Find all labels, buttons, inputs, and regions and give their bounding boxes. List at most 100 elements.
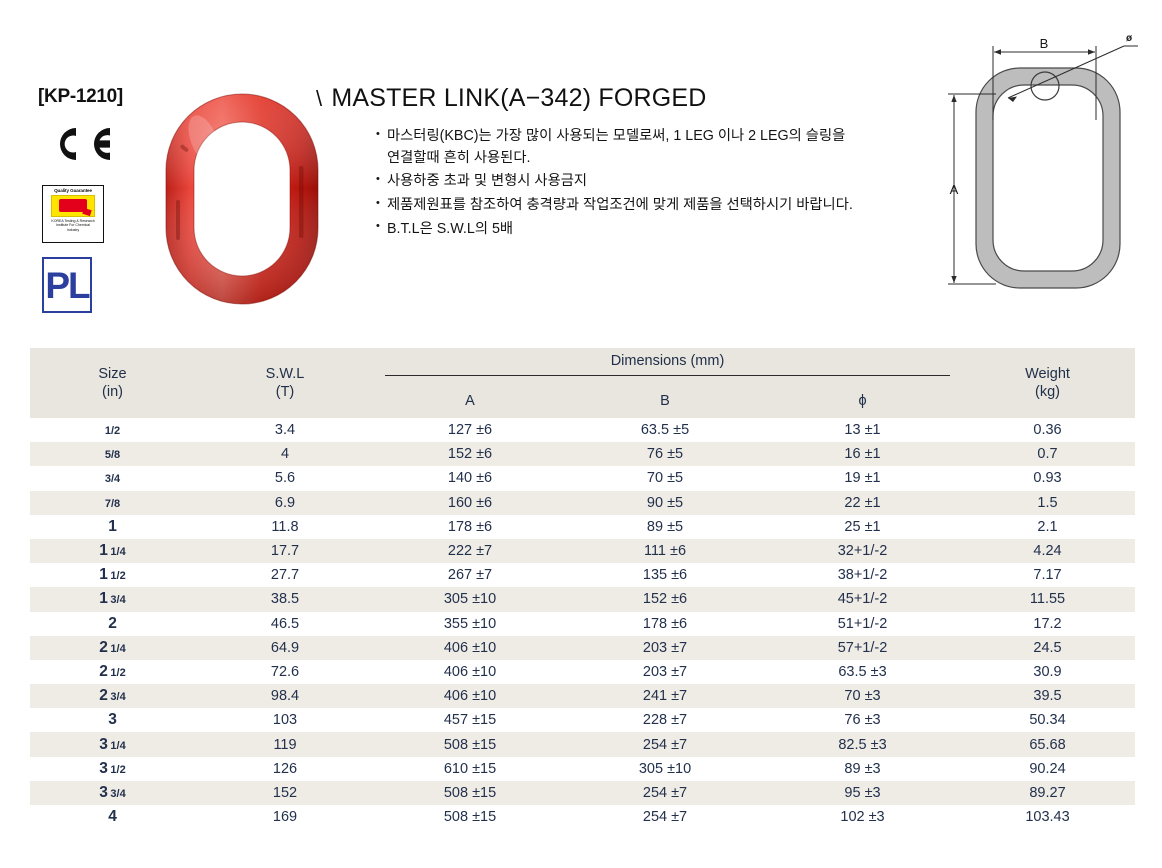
cell-size: 1/2: [30, 418, 195, 443]
bullet-1-line-2: 연결할때 흔히 사용된다.: [387, 149, 531, 166]
cell-size: 2 1/4: [30, 635, 195, 660]
cell-weight: 0.93: [960, 466, 1135, 491]
cell-size: 7/8: [30, 490, 195, 515]
cell-dim-diameter: 82.5 ±3: [765, 732, 960, 757]
cell-size: 5/8: [30, 442, 195, 467]
cell-size: 3 1/4: [30, 732, 195, 757]
table-row: 1/2 3.4 127 ±6 63.5 ±5 13 ±1 0.36: [30, 418, 1135, 443]
cell-swl: 72.6: [195, 659, 375, 685]
cell-swl: 11.8: [195, 514, 375, 539]
bullet-2-line-1: 사용하중 초과 및 변형시 사용금지: [387, 173, 588, 190]
cell-dim-a: 406 ±10: [375, 659, 565, 685]
bullet-3-line-1: 제품제원표를 참조하여 충격량과 작업조건에 맞게 제품을 선택하시기 바랍니다…: [387, 197, 853, 214]
cell-swl: 3.4: [195, 418, 375, 443]
cell-dim-a: 222 ±7: [375, 538, 565, 564]
cell-dim-diameter: 25 ±1: [765, 514, 960, 539]
cell-dim-a: 508 ±15: [375, 780, 565, 805]
cell-dim-a: 140 ±6: [375, 466, 565, 491]
cell-weight: 89.27: [960, 780, 1135, 805]
table-row: 3 103 457 ±15 228 ±7 76 ±3 50.34: [30, 708, 1135, 733]
cell-dim-diameter: 16 ±1: [765, 442, 960, 467]
table-row: 2 46.5 355 ±10 178 ±6 51+1/-2 17.2: [30, 611, 1135, 636]
bullet-item-2: 사용하중 초과 및 변형시 사용금지: [376, 171, 936, 193]
cell-dim-diameter: 63.5 ±3: [765, 659, 960, 685]
cell-swl: 17.7: [195, 538, 375, 564]
cell-swl: 119: [195, 732, 375, 757]
product-title-text: MASTER LINK(A−342) FORGED: [331, 84, 707, 112]
table-row: 7/8 6.9 160 ±6 90 ±5 22 ±1 1.5: [30, 490, 1135, 515]
cell-size: 3 3/4: [30, 780, 195, 805]
title-slash: \: [316, 86, 323, 111]
table-row: 1 1/4 17.7 222 ±7 111 ±6 32+1/-2 4.24: [30, 538, 1135, 564]
cell-dim-b: 254 ±7: [565, 780, 765, 805]
cell-size: 1: [30, 514, 195, 539]
table-row: 1 3/4 38.5 305 ±10 152 ±6 45+1/-2 11.55: [30, 587, 1135, 612]
cell-dim-diameter: 76 ±3: [765, 708, 960, 733]
cell-swl: 169: [195, 805, 375, 830]
cell-dim-diameter: 45+1/-2: [765, 587, 960, 612]
cell-dim-diameter: 38+1/-2: [765, 563, 960, 588]
cell-weight: 4.24: [960, 538, 1135, 564]
title-area: \ MASTER LINK(A−342) FORGED 마스터링(KBC)는 가장…: [316, 84, 936, 257]
header-dimensions-label: Dimensions (mm): [385, 353, 950, 376]
cell-size: 2 3/4: [30, 684, 195, 709]
dimension-b-arrow: [994, 49, 1095, 55]
table-row: 3 1/4 119 508 ±15 254 ±7 82.5 ±3 65.68: [30, 732, 1135, 757]
cell-dim-diameter: 22 ±1: [765, 490, 960, 515]
table-row: 3/4 5.6 140 ±6 70 ±5 19 ±1 0.93: [30, 466, 1135, 491]
bullet-item-3: 제품제원표를 참조하여 충격량과 작업조건에 맞게 제품을 선택하시기 바랍니다…: [376, 195, 936, 217]
table-row: 2 1/2 72.6 406 ±10 203 ±7 63.5 ±3 30.9: [30, 659, 1135, 685]
table-row: 2 3/4 98.4 406 ±10 241 ±7 70 ±3 39.5: [30, 684, 1135, 709]
cell-weight: 11.55: [960, 587, 1135, 612]
q-badge-caption-3: Industry: [66, 228, 80, 233]
ring-outline: [975, 67, 1121, 289]
cell-size: 1 1/2: [30, 563, 195, 588]
dimension-label-diameter: ø: [1126, 33, 1133, 44]
q-badge-title: Quality Guarantee: [54, 188, 92, 193]
cell-dim-a: 508 ±15: [375, 732, 565, 757]
cell-dim-b: 76 ±5: [565, 442, 765, 467]
cell-swl: 4: [195, 442, 375, 467]
cell-dim-diameter: 57+1/-2: [765, 635, 960, 660]
cell-swl: 38.5: [195, 587, 375, 612]
cell-weight: 103.43: [960, 805, 1135, 830]
cell-size: 2 1/2: [30, 659, 195, 685]
cell-size: 3/4: [30, 466, 195, 491]
cell-dim-a: 457 ±15: [375, 708, 565, 733]
table-row: 3 1/2 126 610 ±15 305 ±10 89 ±3 90.24: [30, 756, 1135, 781]
cell-swl: 126: [195, 756, 375, 781]
cell-weight: 90.24: [960, 756, 1135, 781]
cell-weight: 0.7: [960, 442, 1135, 467]
cell-size: 1 1/4: [30, 538, 195, 564]
cell-dim-a: 152 ±6: [375, 442, 565, 467]
cell-dim-a: 406 ±10: [375, 635, 565, 660]
cell-dim-diameter: 89 ±3: [765, 756, 960, 781]
table-row: 1 1/2 27.7 267 ±7 135 ±6 38+1/-2 7.17: [30, 563, 1135, 588]
product-photo: [160, 88, 324, 310]
cell-dim-b: 203 ±7: [565, 635, 765, 660]
cell-swl: 98.4: [195, 684, 375, 709]
cell-size: 3 1/2: [30, 756, 195, 781]
pl-mark-badge: PL: [42, 257, 92, 313]
cell-weight: 39.5: [960, 684, 1135, 709]
cell-dim-b: 254 ±7: [565, 805, 765, 830]
cell-size: 3: [30, 708, 195, 733]
dimension-label-b: B: [1040, 36, 1049, 51]
cell-weight: 2.1: [960, 514, 1135, 539]
header-dim-diameter: ϕ: [765, 384, 960, 418]
cell-size: 2: [30, 611, 195, 636]
cell-swl: 64.9: [195, 635, 375, 660]
q-logo-icon: [51, 194, 95, 217]
cell-size: 4: [30, 805, 195, 830]
cell-swl: 27.7: [195, 563, 375, 588]
cell-dim-b: 178 ±6: [565, 611, 765, 636]
product-title: \ MASTER LINK(A−342) FORGED: [316, 84, 936, 113]
cell-dim-diameter: 19 ±1: [765, 466, 960, 491]
cell-dim-a: 305 ±10: [375, 587, 565, 612]
cell-dim-diameter: 13 ±1: [765, 418, 960, 443]
cell-dim-b: 241 ±7: [565, 684, 765, 709]
section-circle: [1030, 71, 1060, 101]
header-dim-a: A: [375, 384, 565, 418]
table-row: 5/8 4 152 ±6 76 ±5 16 ±1 0.7: [30, 442, 1135, 467]
